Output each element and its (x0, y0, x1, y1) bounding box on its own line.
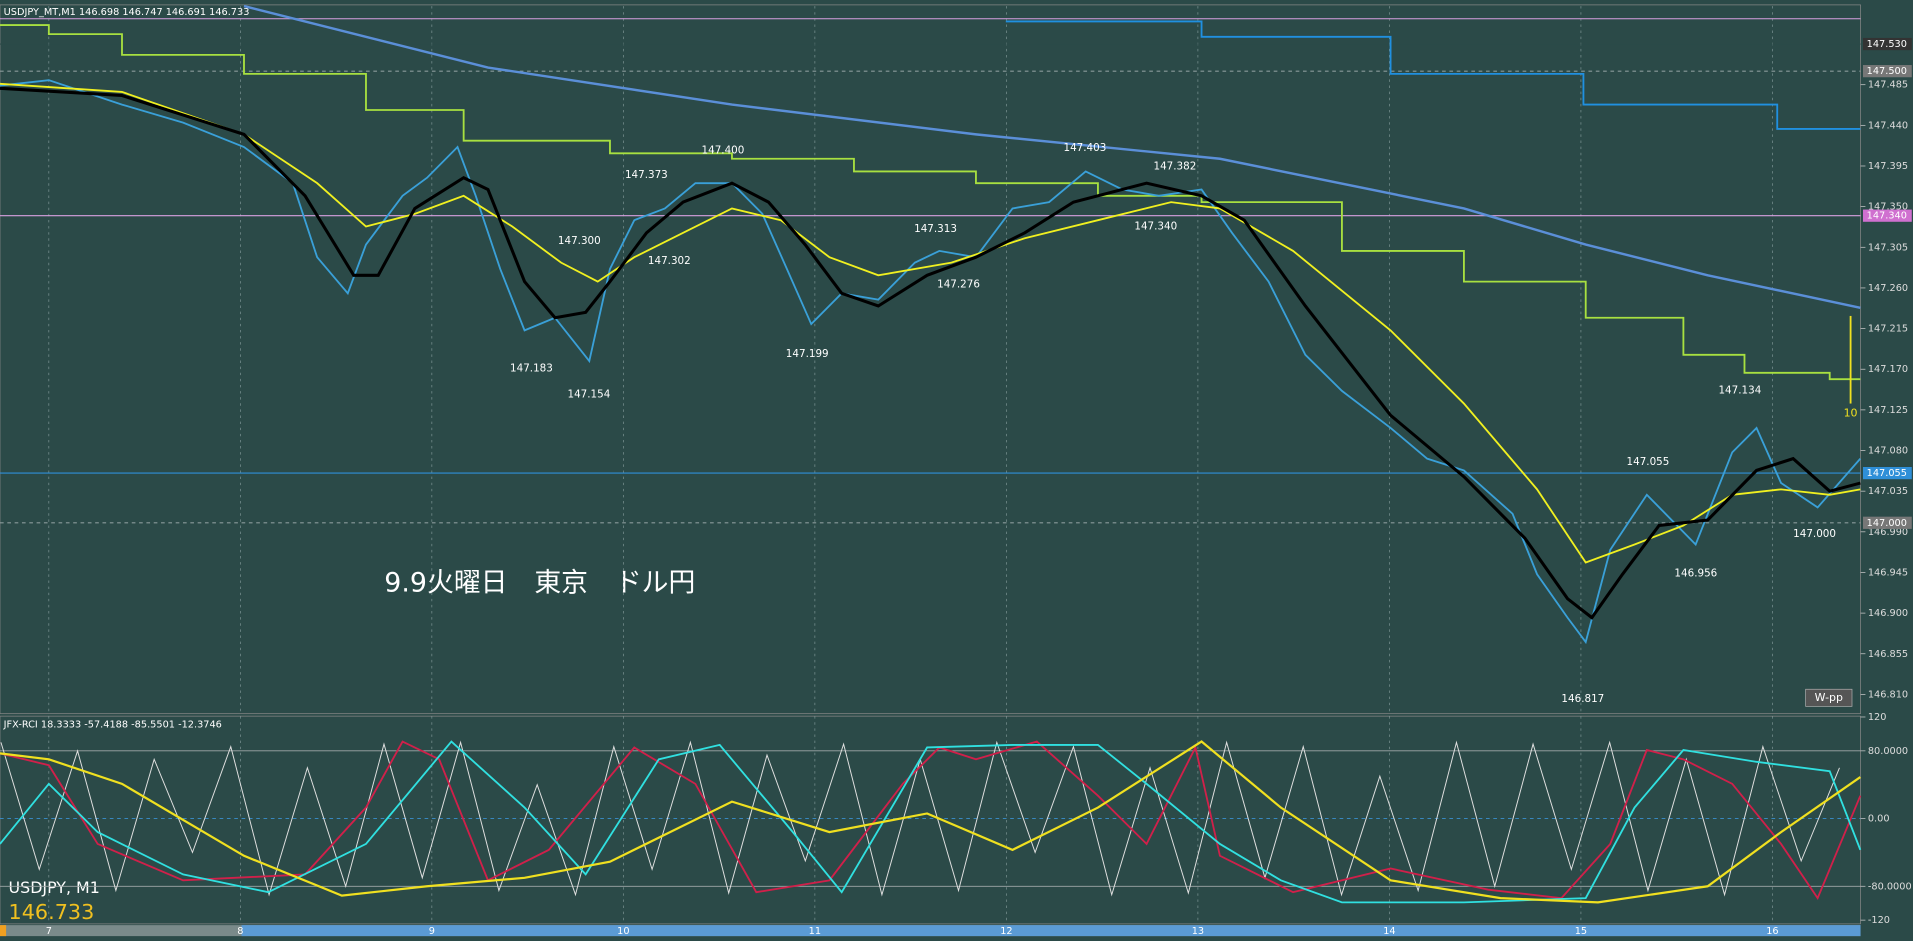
hline-label: 147.340 (1867, 211, 1907, 222)
wpp-button-label[interactable]: W-pp (1815, 691, 1843, 704)
price-annotation: 147.199 (786, 348, 829, 360)
y-tick-label: 147.440 (1868, 120, 1908, 131)
y-tick-label: 146.810 (1868, 689, 1908, 700)
y-tick-label: 147.080 (1868, 446, 1908, 457)
series-line (0, 82, 1861, 564)
price-annotation: 147.302 (648, 255, 691, 267)
price-annotation: 147.000 (1793, 528, 1836, 540)
y-tick-label: 147.260 (1868, 283, 1908, 294)
hline-label-bg (1862, 209, 1912, 222)
y-tick-label: -80.0000 (1868, 881, 1912, 892)
y-tick-label: 147.350 (1868, 202, 1908, 213)
price-annotation: 147.183 (510, 362, 553, 374)
price-annotation: 147.154 (567, 389, 610, 401)
x-tick-label: 8 (237, 926, 243, 937)
y-tick-label: 147.035 (1868, 486, 1908, 497)
annotation-text: 9.9火曜日 東京 ドル円 (384, 568, 695, 599)
hline-label-bg (1862, 37, 1912, 51)
series-line (0, 740, 1861, 904)
price-annotation: 147.400 (702, 144, 745, 156)
symbol-label: USDJPY, M1 (9, 878, 100, 897)
last-price: 146.733 (9, 900, 95, 924)
series-line (1005, 20, 1861, 130)
series-line (243, 4, 1861, 310)
series-line (0, 740, 1862, 901)
hline-label: 147.055 (1867, 468, 1907, 479)
price-annotation: 146.817 (1561, 693, 1604, 705)
price-annotation: 146.956 (1674, 568, 1717, 580)
y-tick-label: 147.125 (1868, 405, 1908, 416)
x-tick-label: 16 (1766, 926, 1778, 937)
hline-label: 147.000 (1867, 518, 1907, 529)
y-tick-label: 147.395 (1868, 161, 1908, 172)
wpp-button[interactable] (1805, 688, 1853, 707)
price-annotation: 147.382 (1154, 161, 1197, 173)
price-annotation: 147.313 (914, 223, 957, 235)
y-tick-label: 147.485 (1868, 80, 1908, 91)
y-tick-label: 147.170 (1868, 364, 1908, 375)
y-tick-label: 146.945 (1868, 567, 1908, 578)
y-tick-label: 147.215 (1868, 324, 1908, 335)
hline-label-bg (1862, 516, 1912, 529)
y-tick-label: -120 (1868, 915, 1890, 926)
x-tick-label: 11 (809, 926, 821, 937)
y-tick-label: 146.855 (1868, 649, 1908, 660)
x-tick-label: 13 (1192, 926, 1204, 937)
y-tick-label: 80.0000 (1868, 746, 1908, 757)
x-tick-label: 7 (46, 926, 52, 937)
price-annotation: 147.403 (1064, 142, 1107, 154)
x-tick-label: 12 (1000, 926, 1012, 937)
y-tick-label: 146.900 (1868, 608, 1908, 619)
series-line (0, 79, 1862, 645)
series-line (0, 24, 1861, 381)
rci-panel-frame (0, 715, 1861, 925)
x-tick-label: 15 (1575, 926, 1587, 937)
price-annotation: 147.055 (1627, 456, 1670, 468)
range-marker-label: 10 (1844, 406, 1858, 419)
time-bar-session (241, 925, 1861, 937)
series-line (0, 740, 1862, 904)
series-line (0, 86, 1861, 620)
main-panel-frame (0, 4, 1861, 715)
price-annotation: 147.340 (1134, 221, 1177, 233)
y-tick-label: 0.00 (1868, 814, 1890, 825)
rci-title: JFX-RCI 18.3333 -57.4188 -85.5501 -12.37… (3, 720, 222, 731)
price-annotation: 147.134 (1718, 385, 1761, 397)
chart-title: USDJPY_MT,M1 146.698 146.747 146.691 146… (4, 7, 250, 18)
time-bar-start (0, 925, 7, 937)
x-tick-label: 14 (1383, 926, 1395, 937)
x-tick-label: 9 (429, 926, 435, 937)
hline-label: 147.500 (1867, 66, 1907, 77)
hline-label-bg (1862, 65, 1912, 78)
hline-label-bg (1862, 466, 1912, 480)
price-annotation: 147.373 (625, 169, 668, 181)
y-tick-label: 146.990 (1868, 527, 1908, 538)
y-tick-label: 120 (1868, 712, 1887, 723)
x-tick-label: 10 (617, 926, 629, 937)
price-annotation: 147.300 (558, 235, 601, 247)
y-tick-label: 147.305 (1868, 242, 1908, 253)
hline-label: 147.530 (1867, 39, 1907, 50)
price-annotation: 147.276 (937, 278, 980, 290)
